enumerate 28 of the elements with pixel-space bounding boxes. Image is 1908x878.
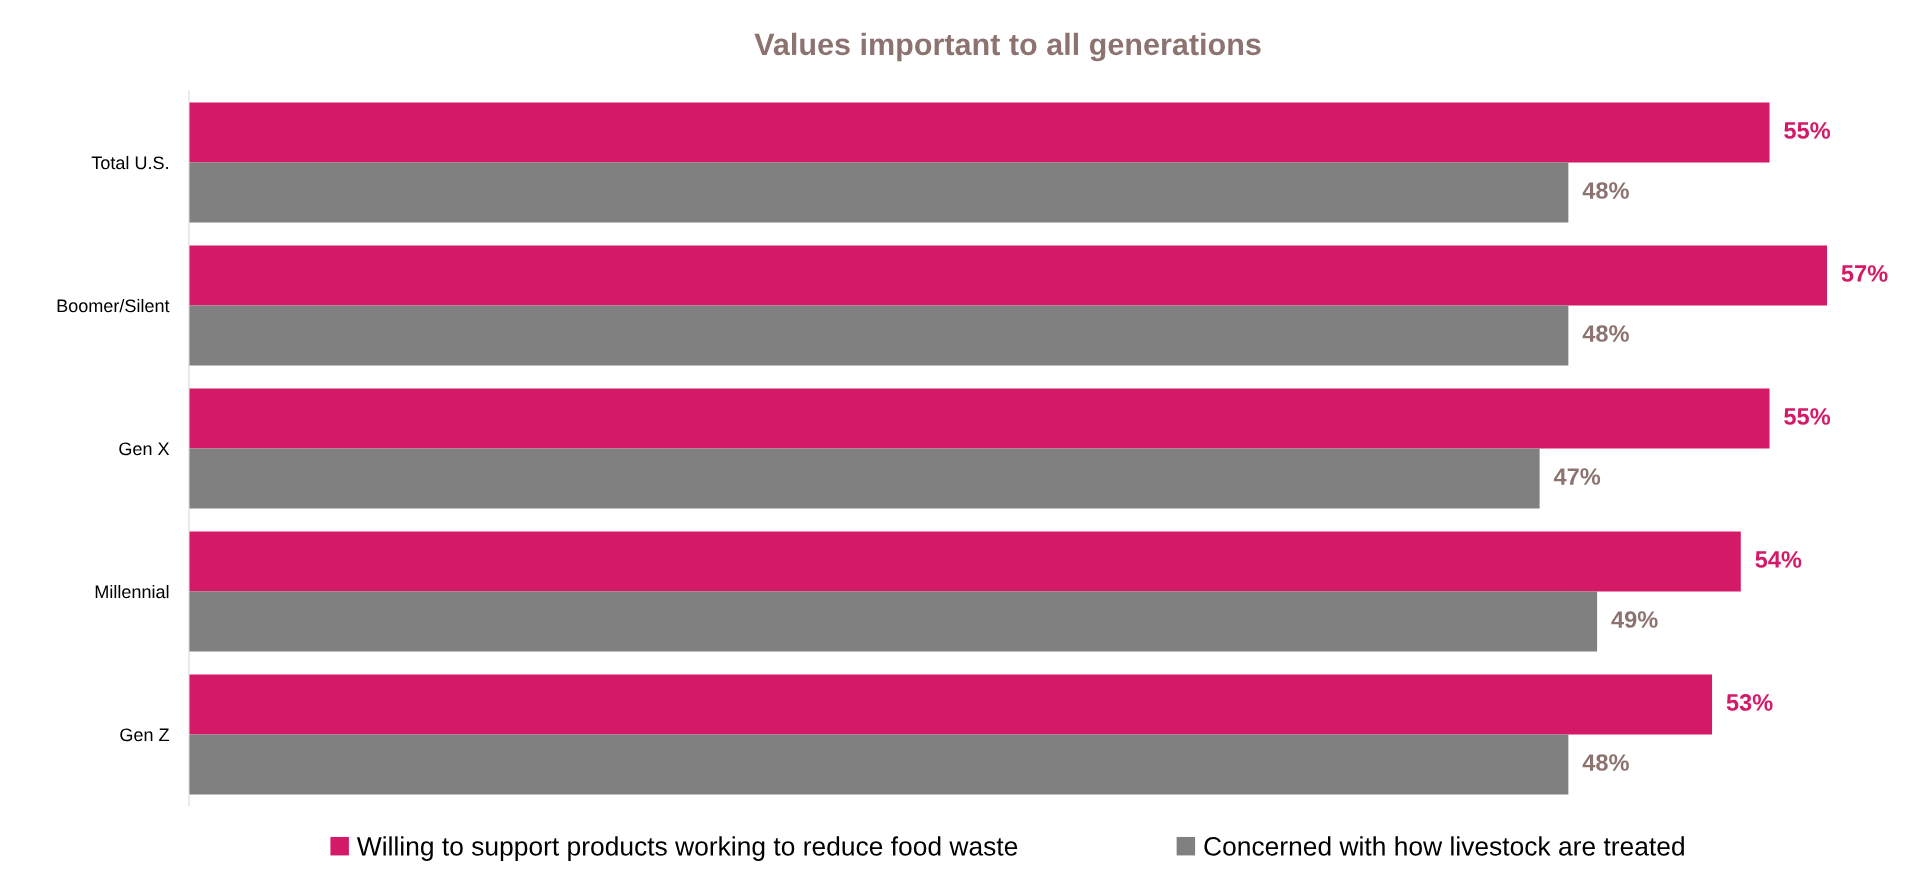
bar bbox=[189, 162, 1569, 223]
data-label: 48% bbox=[1582, 182, 1629, 199]
bar bbox=[189, 102, 1770, 163]
data-label: 49% bbox=[1611, 611, 1658, 628]
chart-title: Values important to all generations bbox=[754, 32, 1261, 62]
bar bbox=[189, 448, 1540, 509]
y-tick-label: Gen Z bbox=[120, 728, 169, 742]
data-label: 54% bbox=[1755, 551, 1802, 568]
y-tick-label: Total U.S. bbox=[91, 155, 168, 170]
bar bbox=[189, 734, 1569, 795]
y-tick-label: Millennial bbox=[95, 584, 169, 599]
legend-label: Concerned with how livestock are treated bbox=[1204, 836, 1684, 856]
bar bbox=[189, 531, 1741, 592]
bar bbox=[189, 591, 1598, 652]
data-label: 47% bbox=[1553, 468, 1601, 485]
y-tick-label: Boomer/Silent bbox=[57, 298, 170, 313]
data-label: 48% bbox=[1582, 325, 1629, 342]
data-label: 55% bbox=[1784, 122, 1831, 139]
data-label: 48% bbox=[1582, 754, 1629, 771]
bar bbox=[189, 674, 1713, 735]
bar bbox=[189, 388, 1770, 449]
data-label: 55% bbox=[1784, 408, 1831, 425]
y-tick-label: Gen X bbox=[119, 442, 170, 456]
bar bbox=[189, 305, 1569, 366]
legend-label: Willing to support products working to reduce food waste bbox=[356, 836, 1018, 861]
bar bbox=[189, 245, 1827, 306]
data-label: 53% bbox=[1726, 694, 1773, 711]
data-label: 57% bbox=[1841, 265, 1888, 282]
